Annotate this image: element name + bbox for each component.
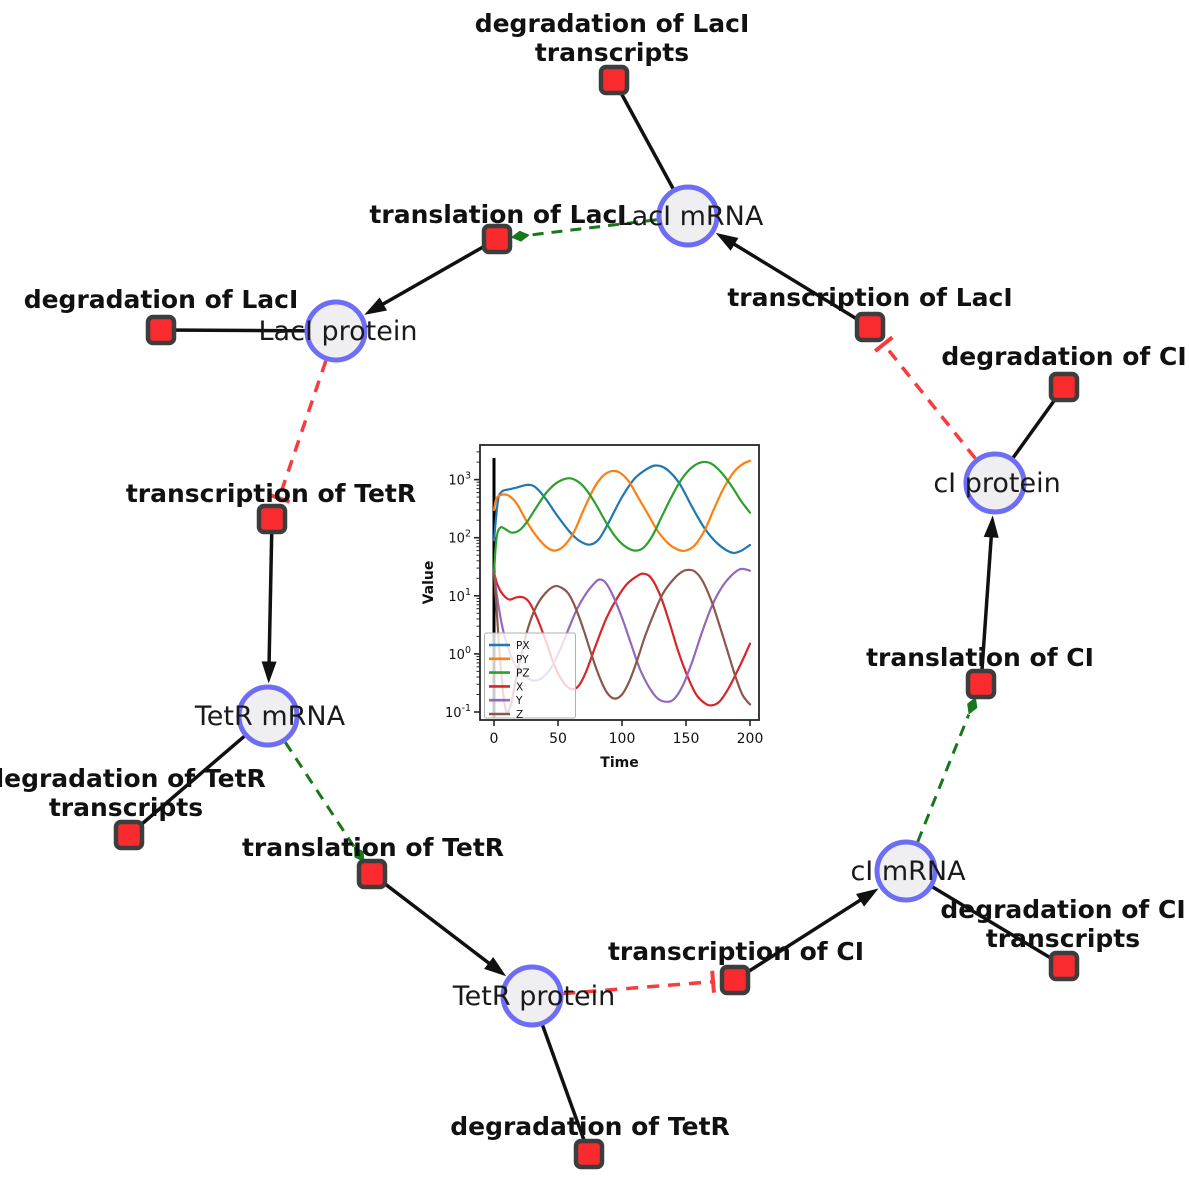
- series-line-PX: [492, 464, 752, 555]
- series-curves: [492, 459, 752, 714]
- reaction-label-tc_laci-0: transcription of LacI: [727, 283, 1012, 312]
- legend-box: [484, 632, 576, 719]
- edge-tc_tetr-tetr_mrna: [267, 518, 274, 668]
- edge-tetr_mrna-tl_tetr: [284, 741, 356, 848]
- reaction-node-deg_tetr_tx: [113, 819, 145, 851]
- edge-laci_protein-tc_tetr: [277, 360, 328, 499]
- x-tick-label: 200: [737, 731, 764, 747]
- y-tick-label: 103: [448, 471, 471, 489]
- labels-layer: degradation of LacItranscriptstranslatio…: [0, 9, 1187, 1141]
- species-label-tetr_mrna: TetR mRNA: [194, 701, 346, 732]
- edge-tl_tetr-tetr_protein-arrowhead: [484, 956, 507, 977]
- legend-label-PX: PX: [516, 640, 530, 652]
- edges-layer: [127, 79, 1066, 1155]
- species-node-tetr_mrna: [236, 684, 300, 748]
- reaction-node-tc_laci: [854, 311, 886, 343]
- y-tick-label: 101: [448, 587, 471, 605]
- series-line-X: [492, 571, 752, 707]
- reaction-label-deg_laci_tx-1: transcripts: [535, 38, 689, 67]
- reaction-node-deg_tetr: [573, 1138, 605, 1170]
- reaction-node-tl_laci: [481, 223, 513, 255]
- reaction-node-deg_laci_tx: [598, 64, 630, 96]
- edge-tl_ci-ci_protein: [979, 531, 994, 685]
- legend-label-X: X: [516, 681, 523, 693]
- y-tick-label: 10-1: [445, 703, 471, 721]
- species-label-ci_protein: cI protein: [933, 468, 1060, 499]
- edge-ci_mrna-tl_ci: [916, 714, 971, 843]
- reaction-label-tc_tetr-0: transcription of TetR: [126, 479, 416, 508]
- y-tick-label: 102: [448, 529, 471, 547]
- edge-tc_tetr-tetr_mrna-arrowhead: [261, 661, 277, 684]
- reaction-node-deg_ci: [1048, 371, 1080, 403]
- series-line-PY: [492, 459, 752, 553]
- nodes-layer: [113, 64, 1080, 1170]
- x-tick-label: 100: [609, 731, 636, 747]
- edge-ci_protein-tc_laci: [882, 343, 977, 460]
- legend-label-PY: PY: [516, 654, 529, 666]
- inset-plot: 0 50 100 150 20010-1100101102103TimeValuePXP…: [421, 444, 764, 771]
- edge-tc_ci-ci_mrna: [734, 895, 867, 982]
- reaction-node-deg_ci_tx: [1048, 950, 1080, 982]
- x-axis-title: Time: [600, 755, 638, 771]
- edge-tc_ci-ci_mrna-arrowhead: [856, 888, 879, 907]
- edge-ci_protein-tc_laci-tbar: [873, 335, 894, 353]
- reaction-label-tl_ci-0: translation of CI: [866, 643, 1094, 672]
- species-label-laci_mrna: LacI mRNA: [617, 201, 764, 232]
- edge-tl_ci-ci_protein-arrowhead: [983, 515, 999, 538]
- reaction-label-deg_tetr_tx-1: transcripts: [49, 793, 203, 822]
- species-node-laci_mrna: [656, 184, 720, 248]
- x-tick-label: 50: [549, 731, 567, 747]
- species-label-laci_protein: LacI protein: [259, 316, 418, 347]
- species-node-tetr_protein: [500, 964, 564, 1028]
- edge-laci_mrna-tl_laci-diamond: [510, 230, 530, 242]
- reaction-node-tc_tetr: [256, 503, 288, 535]
- edge-tetr_mrna-tl_tetr-diamond: [353, 846, 365, 863]
- species-node-ci_protein: [963, 451, 1027, 515]
- edge-laci_protein-tc_tetr-tbar: [268, 492, 291, 504]
- reaction-label-deg_laci-0: degradation of LacI: [24, 285, 299, 314]
- species-node-laci_protein: [304, 299, 368, 363]
- reaction-node-tc_ci: [719, 964, 751, 996]
- edge-tl_laci-laci_protein: [377, 237, 498, 309]
- edge-tc_laci-laci_mrna: [728, 239, 871, 329]
- y-tick-label: 100: [448, 645, 471, 663]
- reaction-label-deg_ci_tx-1: transcripts: [986, 924, 1140, 953]
- reaction-label-tl_laci-0: translation of LacI: [369, 200, 626, 229]
- reaction-label-deg_tetr_tx-0: degradation of TetR: [0, 764, 266, 793]
- edge-tl_laci-laci_protein-arrowhead: [364, 297, 388, 315]
- reaction-label-deg_laci_tx-0: degradation of LacI: [475, 9, 750, 38]
- x-tick-label: 150: [673, 731, 700, 747]
- species-label-ci_mrna: cI mRNA: [850, 856, 966, 887]
- reaction-label-deg_tetr-0: degradation of TetR: [450, 1112, 730, 1141]
- legend-label-PZ: PZ: [516, 668, 530, 680]
- legend-label-Z: Z: [516, 709, 523, 721]
- series-line-PZ: [492, 460, 752, 574]
- edge-tetr_protein-tc_ci: [563, 979, 714, 996]
- reaction-node-tl_ci: [965, 668, 997, 700]
- species-label-tetr_protein: TetR protein: [452, 981, 615, 1012]
- y-axis-title: Value: [421, 561, 437, 605]
- reaction-label-deg_ci_tx-0: degradation of CI: [940, 895, 1185, 924]
- reaction-label-deg_ci-0: degradation of CI: [941, 342, 1186, 371]
- species-node-ci_mrna: [874, 839, 938, 903]
- edge-ci_mrna-tl_ci-diamond: [967, 696, 978, 715]
- reaction-label-tl_tetr-0: translation of TetR: [242, 833, 504, 862]
- edge-tetr_protein-tc_ci-tbar: [710, 970, 716, 993]
- edge-tl_tetr-tetr_protein: [370, 872, 495, 968]
- x-tick-label: 0: [490, 731, 499, 747]
- reaction-label-tc_ci-0: transcription of CI: [608, 937, 864, 966]
- legend-label-Y: Y: [515, 695, 523, 707]
- reaction-node-tl_tetr: [356, 858, 388, 890]
- edge-laci_mrna-tl_laci: [529, 218, 657, 237]
- reaction-node-deg_laci: [145, 314, 177, 346]
- edge-tc_laci-laci_mrna-arrowhead: [715, 232, 739, 251]
